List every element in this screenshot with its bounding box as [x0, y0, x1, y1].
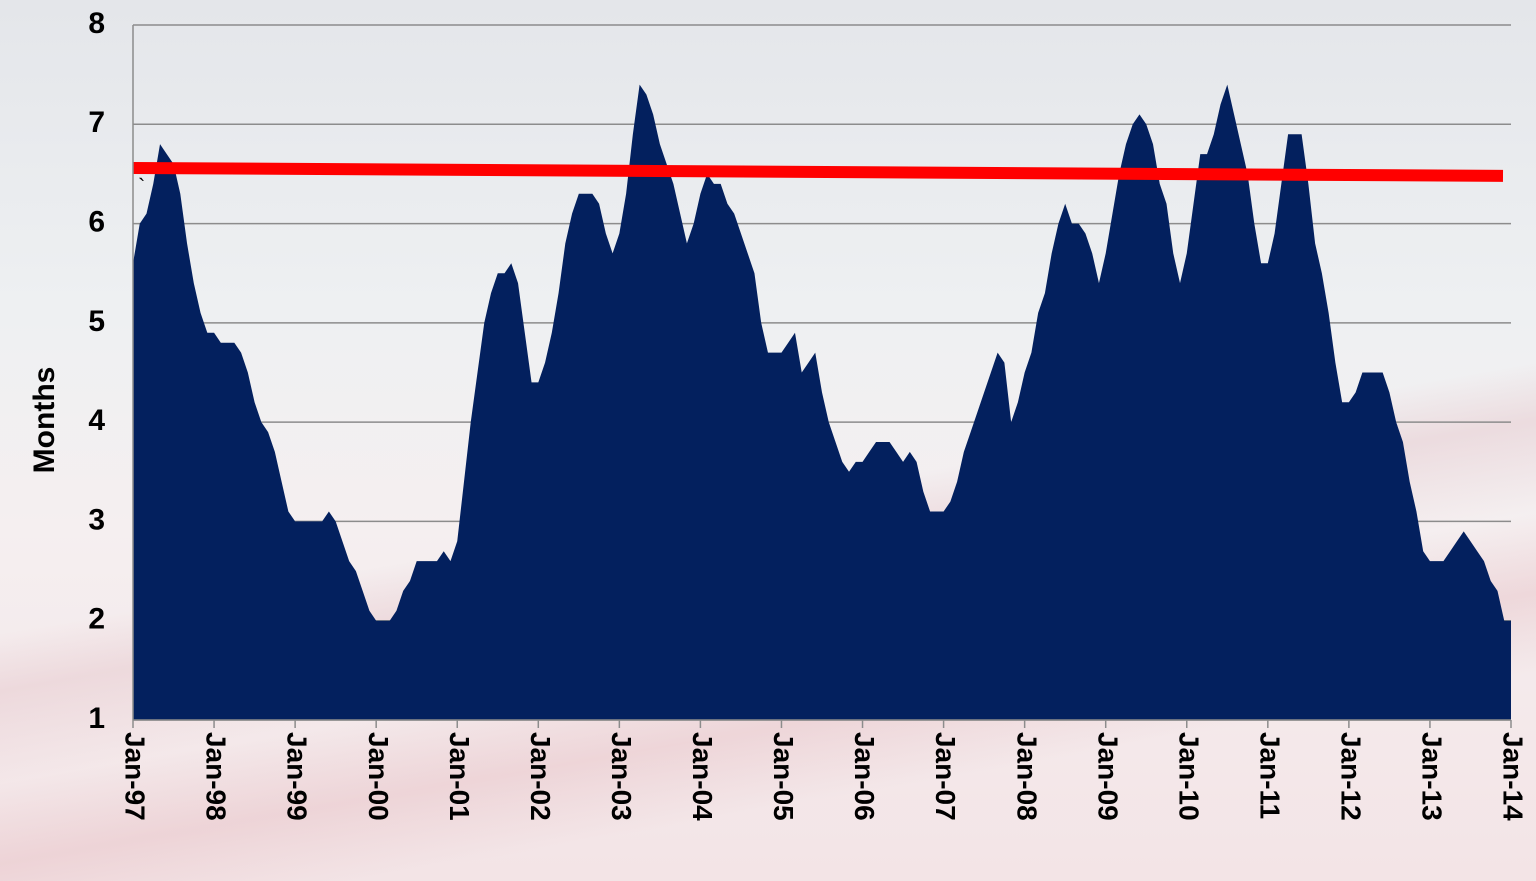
x-tick-label: Jan-06 — [849, 732, 880, 821]
x-tick-label: Jan-13 — [1417, 732, 1448, 821]
y-tick-label: 6 — [88, 205, 105, 238]
x-tick-label: Jan-99 — [282, 732, 313, 821]
page: {"chart_data": {"type": "area", "y_label… — [0, 0, 1536, 881]
x-tick-label: Jan-14 — [1498, 732, 1529, 821]
y-axis-label: Months — [28, 367, 61, 474]
x-tick-label: Jan-00 — [363, 732, 394, 821]
y-tick-label: 2 — [88, 603, 105, 636]
x-tick-label: Jan-02 — [525, 732, 556, 821]
y-tick-label: 8 — [88, 7, 105, 40]
x-tick-label: Jan-04 — [687, 732, 718, 821]
x-tick-label: Jan-98 — [201, 732, 232, 821]
x-tick-label: Jan-01 — [444, 732, 475, 821]
x-tick-label: Jan-07 — [930, 732, 961, 821]
x-tick-label: Jan-97 — [120, 732, 151, 821]
y-tick-label: 1 — [88, 702, 105, 735]
y-tick-label: 5 — [88, 305, 105, 338]
x-tick-label: Jan-03 — [606, 732, 637, 821]
x-tick-label: Jan-10 — [1173, 732, 1204, 821]
chart: Months 1 2 3 4 5 6 7 8 ` Jan-97 Jan-98 Jan-99 Jan-00… — [0, 0, 1536, 881]
x-tick-label: Jan-09 — [1092, 732, 1123, 821]
y-tick-label: 4 — [88, 404, 105, 437]
annotation: ` — [138, 174, 145, 199]
trend-line — [133, 168, 1503, 176]
y-tick-label: 7 — [88, 106, 105, 139]
x-tick-label: Jan-11 — [1254, 732, 1285, 819]
x-tick-label: Jan-08 — [1011, 732, 1042, 821]
x-tick-label: Jan-12 — [1335, 732, 1366, 821]
y-tick-label: 3 — [88, 503, 105, 536]
x-tick-label: Jan-05 — [768, 732, 799, 821]
